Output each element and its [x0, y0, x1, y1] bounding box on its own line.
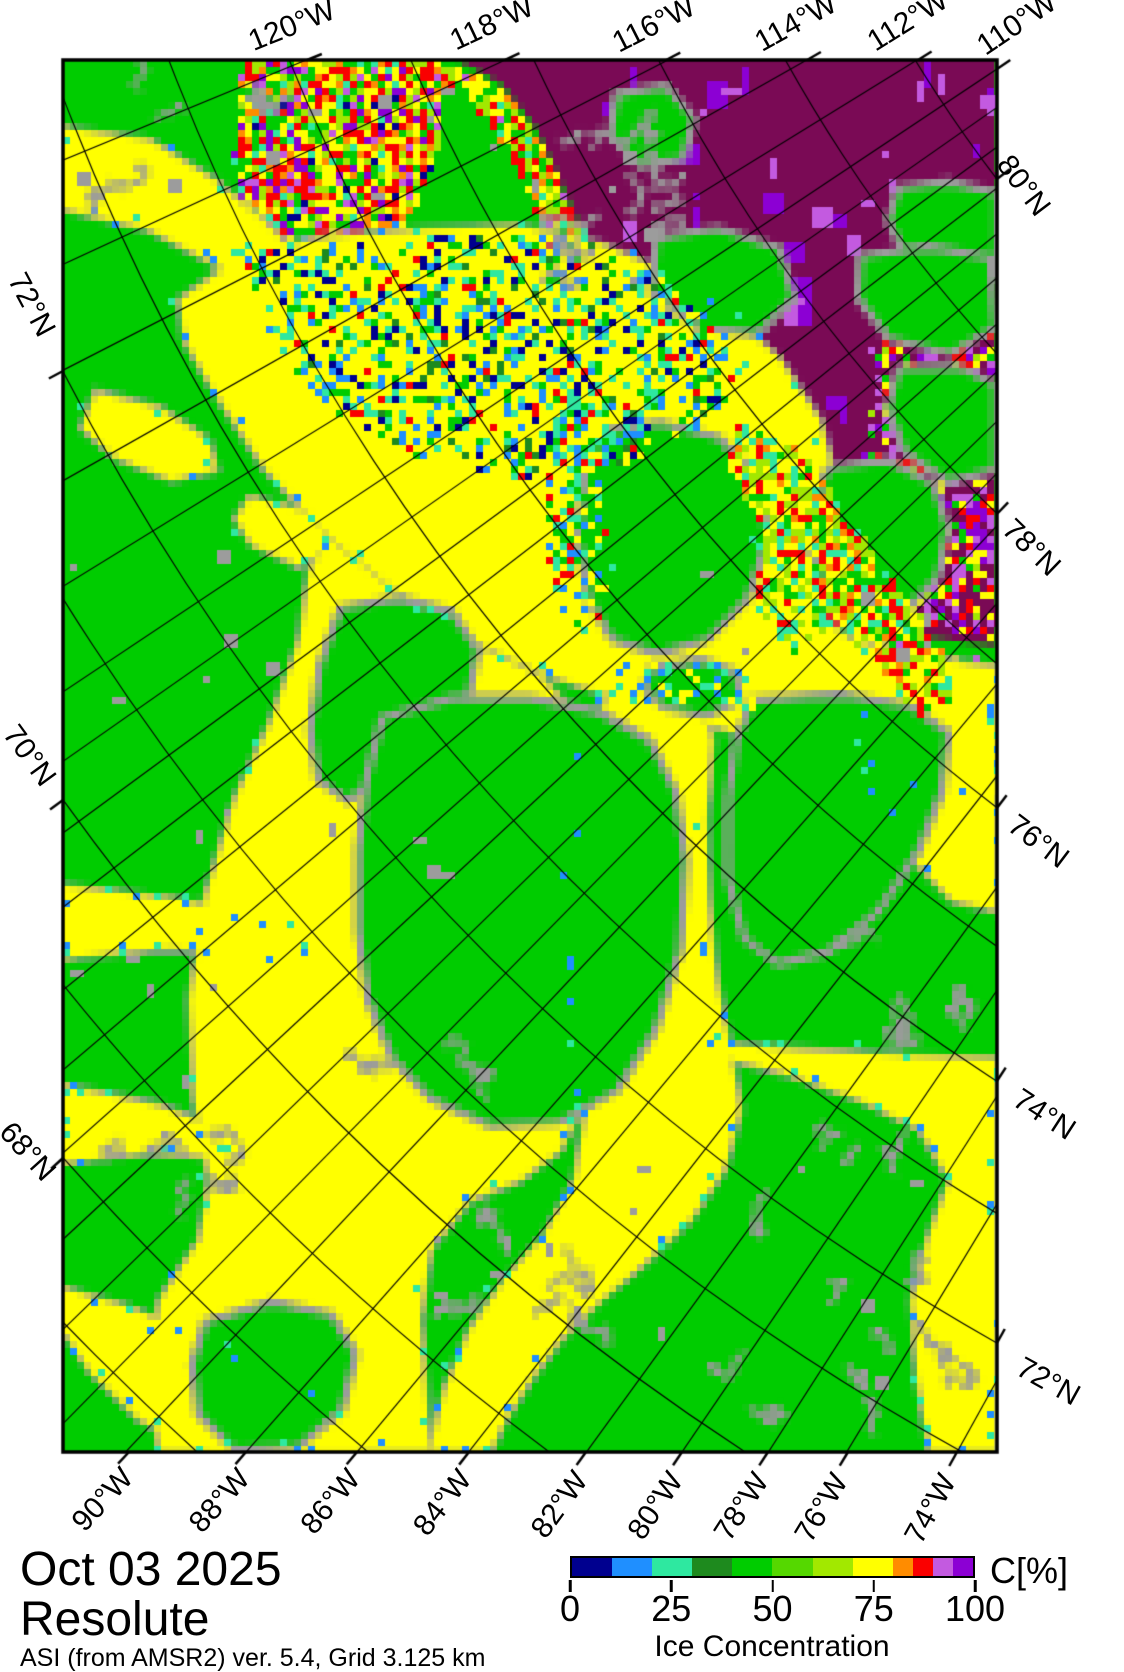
colorbar-segment — [612, 1558, 653, 1576]
colorbar-tick — [771, 1580, 774, 1592]
colorbar-segment — [892, 1558, 913, 1576]
colorbar-gradient — [570, 1556, 975, 1578]
region-label: Resolute — [20, 1593, 210, 1646]
colorbar-segment — [772, 1558, 813, 1576]
colorbar-tick — [568, 1580, 572, 1592]
colorbar-tick — [973, 1580, 977, 1592]
colorbar-segment — [692, 1558, 733, 1576]
colorbar-tick — [670, 1580, 673, 1592]
colorbar-segment — [952, 1558, 973, 1576]
colorbar-units-label: C[%] — [990, 1550, 1069, 1591]
colorbar-tick — [872, 1580, 875, 1592]
colorbar-segment — [652, 1558, 693, 1576]
colorbar-tick-value: 0 — [559, 1588, 581, 1629]
colorbar-segment — [852, 1558, 893, 1576]
colorbar-axis-label: Ice Concentration — [654, 1630, 890, 1663]
ice-map-canvas — [0, 0, 1124, 1512]
source-label: ASI (from AMSR2) ver. 5.4, Grid 3.125 km — [20, 1644, 486, 1672]
date-label: Oct 03 2025 — [20, 1543, 282, 1596]
colorbar-segment — [812, 1558, 853, 1576]
colorbar-tick-value: 75 — [853, 1588, 894, 1629]
colorbar-segment — [912, 1558, 933, 1576]
colorbar-tick-value: 100 — [944, 1588, 1006, 1629]
colorbar-segment — [572, 1558, 613, 1576]
colorbar-tick-value: 25 — [651, 1588, 692, 1629]
colorbar-tick-value: 50 — [752, 1588, 793, 1629]
colorbar-segment — [732, 1558, 773, 1576]
colorbar-segment — [932, 1558, 953, 1576]
